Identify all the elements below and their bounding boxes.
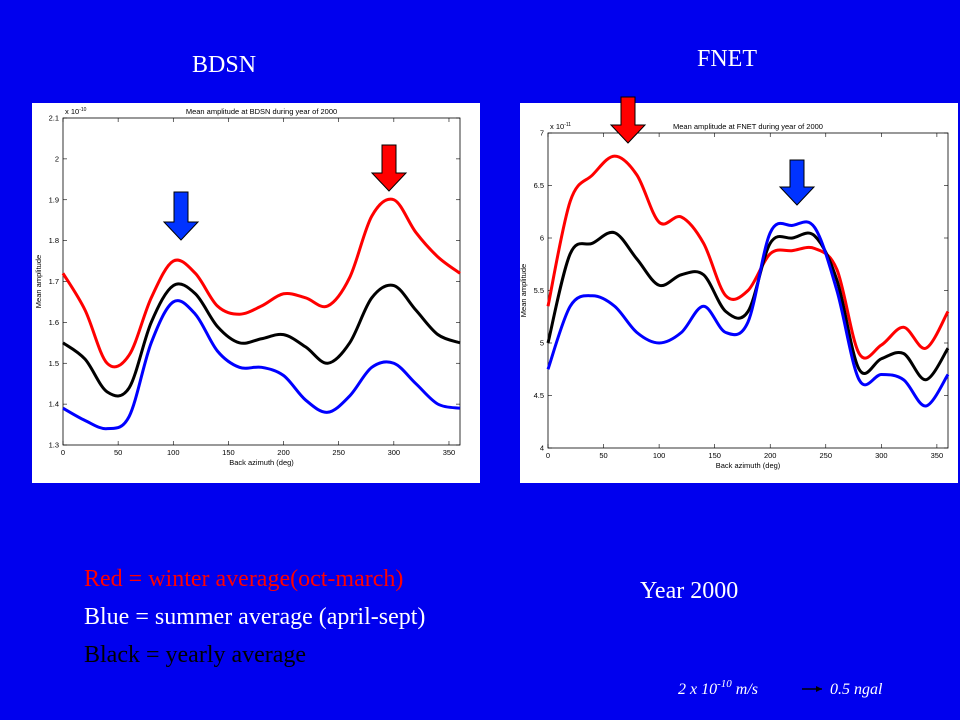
- x-tick-label: 0: [546, 451, 550, 460]
- arrow: [778, 159, 816, 206]
- legend-text: Blue = summer average (april-sept): [84, 604, 425, 630]
- x-tick-label: 150: [222, 448, 235, 457]
- conversion-note: 2 x 10-10 m/s: [678, 678, 758, 698]
- series-line: [546, 154, 950, 360]
- legend-text: Black = yearly average: [84, 642, 306, 668]
- note-text: m/s: [732, 681, 758, 698]
- y-tick-label: 1.5: [49, 359, 59, 368]
- y-tick-label: 2.1: [49, 114, 59, 123]
- x-tick-label: 250: [820, 451, 833, 460]
- y-tick-label: 1.6: [49, 318, 59, 327]
- x-tick-label: 300: [875, 451, 888, 460]
- x-tick-label: 50: [599, 451, 607, 460]
- note-text: 2 x 10: [678, 681, 717, 698]
- x-tick-label: 250: [332, 448, 345, 457]
- series-line: [62, 282, 461, 398]
- y-axis-label: Mean amplitude: [34, 255, 43, 308]
- x-tick-label: 100: [653, 451, 666, 460]
- note-text: 0.5 ngal: [830, 681, 883, 698]
- y-tick-label: 5.5: [534, 286, 544, 295]
- heading: FNET: [697, 46, 757, 72]
- arrow: [370, 144, 408, 192]
- arrows: [162, 96, 816, 241]
- y-tick-label: 4: [540, 444, 544, 453]
- note-exponent: -10: [717, 678, 732, 690]
- x-tick-label: 350: [931, 451, 944, 460]
- chart-title: Mean amplitude at BDSN during year of 20…: [186, 107, 337, 116]
- y-tick-label: 1.4: [49, 400, 59, 409]
- y-tick-label: 7: [540, 129, 544, 138]
- charts: Mean amplitude at BDSN during year of 20…: [34, 107, 950, 470]
- y-tick-label: 4.5: [534, 391, 544, 400]
- plot-panel: [32, 103, 480, 483]
- x-tick-label: 300: [388, 448, 401, 457]
- series-line: [62, 299, 461, 431]
- x-axis-label: Back azimuth (deg): [229, 458, 294, 467]
- chart-title: Mean amplitude at FNET during year of 20…: [673, 122, 823, 131]
- y-tick-label: 1.3: [49, 441, 59, 450]
- series-line: [546, 220, 950, 408]
- y-tick-label: 1.7: [49, 277, 59, 286]
- y-axis-label: Mean amplitude: [519, 264, 528, 317]
- y-offset-exponent: -11: [564, 122, 571, 128]
- x-tick-label: 200: [764, 451, 777, 460]
- y-tick-label: 1.8: [49, 236, 59, 245]
- x-tick-label: 150: [708, 451, 721, 460]
- x-tick-label: 200: [277, 448, 290, 457]
- x-tick-label: 100: [167, 448, 180, 457]
- x-axis-label: Back azimuth (deg): [716, 461, 781, 470]
- arrow: [609, 96, 647, 144]
- y-offset-base: x 10: [65, 107, 79, 116]
- x-tick-label: 350: [443, 448, 456, 457]
- plot-panel: [520, 103, 958, 483]
- y-tick-label: 6.5: [534, 181, 544, 190]
- y-offset: x 10-10: [65, 107, 87, 116]
- y-tick-label: 5: [540, 339, 544, 348]
- y-tick-label: 2: [55, 154, 59, 163]
- legend-text: Red = winter average(oct-march): [84, 566, 403, 592]
- arrow: [162, 191, 200, 241]
- y-offset-base: x 10: [550, 122, 564, 131]
- y-offset: x 10-11: [550, 122, 571, 131]
- note-arrow-head: [816, 686, 822, 692]
- y-offset-exponent: -10: [79, 107, 86, 113]
- x-tick-label: 50: [114, 448, 122, 457]
- series-line: [546, 230, 950, 382]
- heading: BDSN: [192, 52, 256, 78]
- x-tick-label: 0: [61, 448, 65, 457]
- year-label: Year 2000: [640, 578, 738, 604]
- y-tick-label: 1.9: [49, 195, 59, 204]
- series-line: [61, 197, 461, 369]
- y-tick-label: 6: [540, 234, 544, 243]
